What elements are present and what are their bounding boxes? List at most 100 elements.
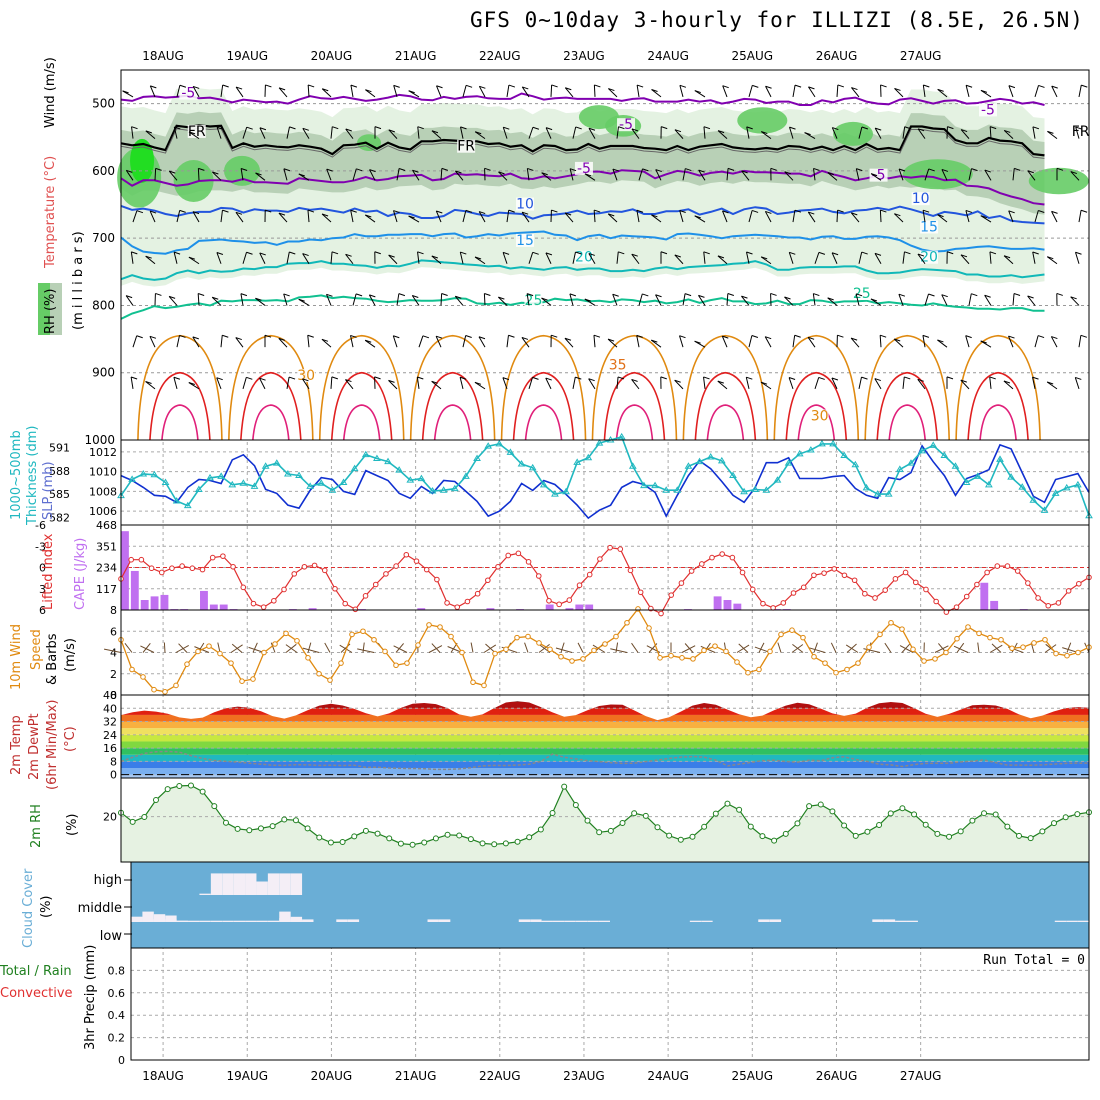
li-marker — [892, 576, 899, 582]
wind-barb-flag — [475, 131, 482, 135]
rh-2m-panel: 20 2m RH (%) — [29, 777, 1092, 863]
temp-axis-label-3: (6hr Min/Max) — [45, 700, 60, 790]
li-marker — [862, 590, 868, 597]
temp-contour-40 — [694, 371, 757, 441]
rh-marker — [164, 786, 171, 793]
wind-barb — [792, 335, 796, 348]
thickness-marker — [1073, 480, 1082, 488]
wind-barb-flag — [417, 376, 424, 380]
wind-barb-flag — [751, 209, 759, 213]
thickness-marker — [773, 476, 782, 483]
contour-label-bg — [978, 103, 997, 117]
wind-barb-flag — [255, 172, 262, 176]
rh-marker — [572, 802, 579, 809]
thickness-marker — [517, 459, 526, 467]
wind-barb — [212, 171, 222, 181]
wind-barb-flag — [298, 298, 305, 302]
cloud-cell-midlow — [906, 920, 918, 922]
wind-barb — [388, 380, 398, 390]
wind-barb-flag — [388, 254, 395, 258]
wind-barb — [636, 84, 640, 97]
cape-bar — [733, 603, 742, 610]
wind-barb-flag — [1027, 295, 1034, 299]
cape-bar — [980, 582, 989, 610]
wind-barb-flag — [498, 171, 505, 175]
thickness-marker — [784, 459, 793, 466]
wind-barb — [827, 172, 838, 181]
thickness-marker — [840, 451, 849, 458]
wind-barb — [638, 293, 643, 306]
wind-barb-flag — [980, 215, 987, 219]
li-marker — [515, 550, 522, 557]
wind-barb-flag — [1051, 336, 1058, 340]
wind-barb-flag — [422, 335, 430, 339]
wind-speed-marker — [228, 660, 234, 666]
wind-barb-flag — [1056, 167, 1064, 171]
wind-barb-flag — [408, 215, 415, 219]
wind-barb-flag — [894, 338, 901, 342]
li-marker — [637, 589, 644, 596]
wind-speed-marker — [723, 648, 729, 655]
contour-label-bg — [179, 86, 198, 100]
wind-barb-flag — [661, 126, 668, 130]
wind-barb-10m — [1066, 642, 1072, 653]
wind-barb-flag — [618, 251, 625, 255]
thickness-marker — [450, 484, 459, 492]
wind-barb-flag — [398, 168, 406, 171]
wind-barb-flag — [727, 293, 734, 296]
thickness-marker — [361, 450, 370, 458]
wind-barb-10m — [991, 643, 1002, 653]
rh-marker — [176, 782, 183, 789]
thickness-marker — [139, 470, 148, 477]
wind-barb-flag — [898, 293, 906, 297]
wind-barb-flag — [947, 126, 954, 130]
wind-barb-flag — [960, 379, 967, 383]
temp-contour-40 — [603, 371, 666, 441]
cloud-cell-midlow — [142, 919, 154, 922]
wind-barb-flag — [374, 376, 381, 380]
rh-marker — [141, 814, 148, 821]
wind-barb-flag — [455, 295, 462, 299]
rh-marker — [526, 834, 533, 841]
contour-label: -5 — [577, 161, 591, 177]
temp-contour-45 — [524, 404, 563, 441]
rh-marker — [397, 840, 404, 847]
li-marker — [974, 581, 980, 588]
wind-barb — [197, 168, 200, 181]
wind-barb-flag — [460, 126, 467, 130]
cloud-cell-midlow — [769, 919, 782, 922]
wind-barb — [541, 172, 552, 181]
wind-barb — [674, 254, 684, 265]
temp-contour-40 — [785, 371, 848, 441]
wind-speed-marker — [184, 661, 190, 667]
wind-barb-flag — [831, 252, 839, 256]
cloud-cell-midlow — [1054, 920, 1067, 922]
wind-barb-10m — [592, 644, 606, 653]
wind-speed-marker — [646, 625, 652, 631]
wind-barb — [1034, 210, 1039, 223]
cloud-cell-middle — [256, 920, 268, 922]
rh-marker — [899, 805, 906, 812]
wind-barb-flag — [302, 378, 309, 382]
thickness-marker — [128, 475, 137, 482]
rh-marker — [549, 809, 556, 816]
li-marker — [281, 586, 287, 593]
wind-barb-flag — [746, 126, 753, 130]
wind-barb-flag — [922, 209, 930, 213]
wind-barb-10m — [899, 645, 914, 653]
date-label-bottom: 25AUG — [732, 1069, 774, 1083]
temp-tick-label: 16 — [103, 742, 117, 755]
cloud-axis-label-2: (%) — [39, 896, 54, 919]
li-marker — [617, 546, 624, 552]
wind-barb-flag — [971, 293, 978, 297]
wind-barb-10m — [163, 642, 166, 653]
wind-barb-10m — [777, 642, 782, 653]
cloud-cell-midlow — [438, 919, 451, 922]
wind-barb-flag — [584, 298, 591, 302]
wind-speed-marker — [316, 670, 322, 677]
temp-tick-label: 24 — [103, 729, 117, 742]
contour-label-bg — [920, 250, 939, 264]
li-marker — [902, 569, 909, 576]
rh-marker — [1027, 835, 1034, 842]
cloud-cell-high — [256, 881, 268, 895]
